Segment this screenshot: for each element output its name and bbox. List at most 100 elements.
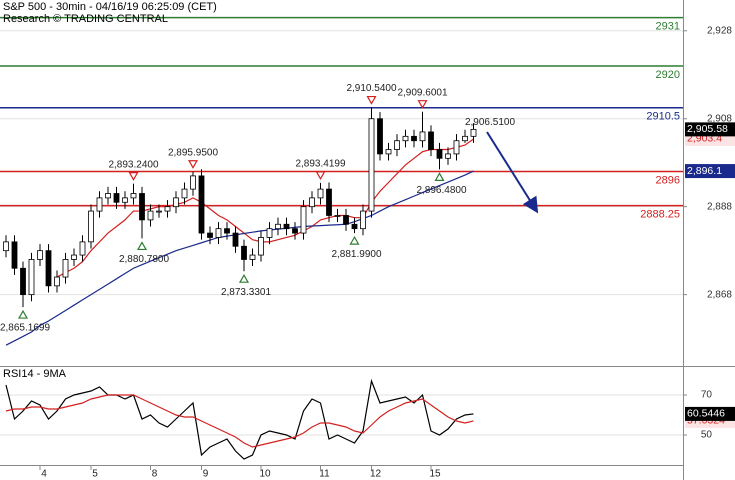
x-tick-label: 15 bbox=[429, 469, 441, 480]
x-tick-label: 11 bbox=[319, 469, 330, 480]
candle-body bbox=[190, 175, 196, 190]
candle-body bbox=[198, 175, 205, 234]
annotation-label: 2,893.4199 bbox=[295, 158, 345, 169]
candle-body bbox=[317, 188, 324, 199]
forecast-arrow bbox=[486, 131, 539, 214]
candle-body bbox=[139, 193, 145, 221]
line-series bbox=[5, 378, 474, 460]
candle-body bbox=[54, 276, 60, 287]
line-series bbox=[5, 170, 474, 346]
candle-body bbox=[88, 210, 94, 243]
high-marker bbox=[187, 160, 199, 169]
plot: 2,928 2,908 2,888 2,868 2931 2920 2910.5 2896 28… bbox=[0, 16, 735, 480]
high-marker bbox=[366, 95, 377, 105]
y-tick-label: 2,928 bbox=[707, 25, 732, 36]
candle-body bbox=[232, 232, 239, 247]
low-marker bbox=[349, 235, 360, 245]
candle-body bbox=[411, 135, 417, 142]
candle-body bbox=[3, 241, 9, 252]
candle-body bbox=[419, 131, 426, 142]
annotation-label: 2,895.9500 bbox=[168, 147, 218, 158]
annotation-label: 2,896.4800 bbox=[416, 185, 466, 196]
candle-body bbox=[105, 193, 111, 199]
candle-body bbox=[283, 223, 290, 230]
candle-body bbox=[164, 206, 171, 212]
candle-body bbox=[207, 232, 213, 238]
candle-body bbox=[122, 197, 128, 203]
annotation-label: 2,906.5100 bbox=[465, 117, 515, 128]
low-marker bbox=[238, 273, 250, 283]
candle-body bbox=[377, 118, 383, 155]
candle-body bbox=[351, 223, 358, 230]
rsi-tag-bg bbox=[685, 406, 735, 421]
candle-body bbox=[156, 210, 162, 213]
candle-body bbox=[96, 197, 103, 212]
price-tag: 2,896.1 bbox=[687, 165, 722, 177]
candle-body bbox=[11, 241, 18, 269]
annotation-label: 2,909.6001 bbox=[397, 87, 447, 98]
low-marker bbox=[434, 172, 445, 181]
rsi-tag: 60.5446 bbox=[687, 408, 725, 420]
y-tick-label: 50 bbox=[701, 430, 713, 441]
level-label: 2931 bbox=[656, 20, 680, 32]
candle-body bbox=[385, 149, 392, 155]
candle-body bbox=[402, 135, 409, 142]
level-label: 2910.5 bbox=[646, 111, 680, 123]
annotation-label: 2,881.9900 bbox=[331, 249, 381, 260]
candle-body bbox=[249, 254, 256, 260]
annotation-label: 2,873.3301 bbox=[221, 287, 271, 298]
x-tick-label: 8 bbox=[152, 469, 158, 480]
annotation-label: 2,865.1699 bbox=[0, 323, 50, 334]
level-label: 2896 bbox=[656, 174, 680, 186]
price-tag-bg bbox=[685, 122, 735, 137]
rsi-title: RSI14 - 9MA bbox=[3, 368, 67, 380]
candle-body bbox=[300, 206, 307, 234]
candle-body bbox=[215, 228, 222, 238]
chart-subtitle: Research © TRADING CENTRAL bbox=[3, 13, 168, 25]
candle-body bbox=[394, 140, 400, 150]
candle-body bbox=[71, 254, 77, 260]
chart-title: S&P 500 - 30min - 04/16/19 06:25:09 (CET… bbox=[3, 1, 217, 13]
candle-body bbox=[258, 237, 264, 256]
y-tick-label: 2,868 bbox=[707, 289, 732, 300]
candle-body bbox=[326, 188, 332, 216]
candle-body bbox=[334, 215, 341, 217]
candle-body bbox=[309, 197, 315, 208]
x-tick-label: 4 bbox=[41, 469, 47, 480]
level-label: 2888.25 bbox=[640, 208, 680, 220]
candle-body bbox=[470, 128, 477, 137]
candle-body bbox=[113, 193, 120, 203]
candle-body bbox=[428, 131, 434, 150]
candle-body bbox=[266, 228, 273, 238]
line-series bbox=[56, 138, 474, 278]
candle-body bbox=[368, 118, 375, 212]
y-tick-label: 2,908 bbox=[707, 113, 732, 124]
x-tick-label: 10 bbox=[259, 469, 271, 480]
candle-body bbox=[181, 188, 188, 199]
candle-body bbox=[292, 228, 298, 234]
annotation-label: 2,880.7800 bbox=[119, 254, 169, 265]
candle-body bbox=[173, 197, 179, 208]
candle-body bbox=[453, 140, 460, 155]
candle-body bbox=[147, 210, 154, 221]
line-series bbox=[5, 394, 474, 448]
candle-body bbox=[360, 210, 366, 230]
x-tick-label: 5 bbox=[92, 469, 98, 480]
candle-body bbox=[62, 259, 69, 278]
y-tick-label: 70 bbox=[701, 390, 713, 401]
candle-body bbox=[28, 259, 35, 296]
low-marker bbox=[17, 309, 29, 319]
high-marker bbox=[417, 100, 428, 109]
y-tick-label: 2,888 bbox=[707, 201, 732, 212]
candle-body bbox=[224, 228, 230, 234]
candle-body bbox=[462, 135, 468, 142]
low-marker bbox=[136, 241, 148, 251]
candle-body bbox=[130, 193, 137, 199]
level-label: 2920 bbox=[656, 69, 680, 81]
price-tag: 2,905.58 bbox=[687, 123, 728, 135]
candle-body bbox=[241, 245, 247, 260]
high-marker bbox=[315, 171, 326, 181]
